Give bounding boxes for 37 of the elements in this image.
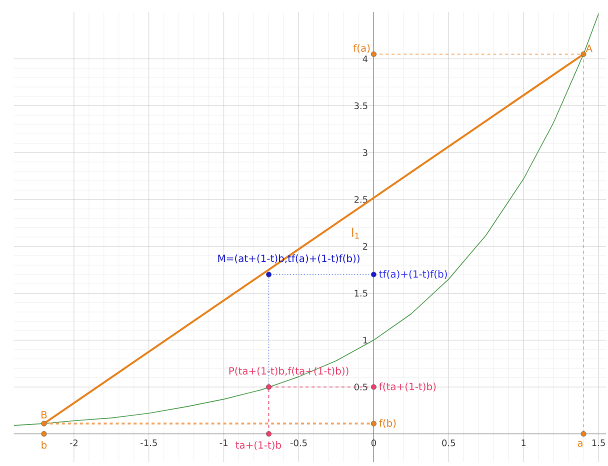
annotation: B xyxy=(42,411,47,418)
y-tick-label: 1.5 xyxy=(354,290,368,297)
y-tick-label: 0.5 xyxy=(354,384,368,390)
line-series xyxy=(14,13,599,426)
annotation: b xyxy=(42,441,47,449)
y-tick-label: 2 xyxy=(363,243,368,250)
y-tick-label: 2.5 xyxy=(354,196,368,203)
point xyxy=(266,431,272,437)
point xyxy=(370,272,376,278)
annotation: tf(a)+(1-t)f(b) xyxy=(379,270,447,279)
point xyxy=(580,431,586,437)
point xyxy=(370,420,376,426)
series-label: l$_{1}$ xyxy=(352,228,359,239)
y-tick-label: 4 xyxy=(362,56,368,62)
annotation: ta+(1-t)b xyxy=(236,441,282,450)
x-tick-label: 1 xyxy=(522,440,526,446)
annotation: f(b) xyxy=(379,419,396,428)
point xyxy=(266,384,272,390)
point xyxy=(370,384,376,390)
y-tick-label: 3.5 xyxy=(354,102,368,110)
x-tick-label: -0.5 xyxy=(290,440,307,446)
point xyxy=(266,272,272,278)
x-tick-label: 0.5 xyxy=(442,440,455,446)
x-tick-label: -2 xyxy=(70,440,78,446)
x-tick-label: -1.5 xyxy=(140,440,157,446)
point xyxy=(41,431,47,437)
y-tick-label: 1 xyxy=(363,336,368,344)
x-tick-label: 1.5 xyxy=(592,440,605,446)
annotation: f(ta+(1-t)b) xyxy=(379,382,436,392)
x-tick-label: -1 xyxy=(220,440,228,446)
annotation: A xyxy=(586,44,592,52)
annotation: a xyxy=(578,441,582,447)
point xyxy=(41,420,47,426)
point xyxy=(580,51,586,57)
point xyxy=(370,51,376,57)
annotation: f(a) xyxy=(353,44,370,53)
y-tick-label: 3 xyxy=(363,149,368,156)
